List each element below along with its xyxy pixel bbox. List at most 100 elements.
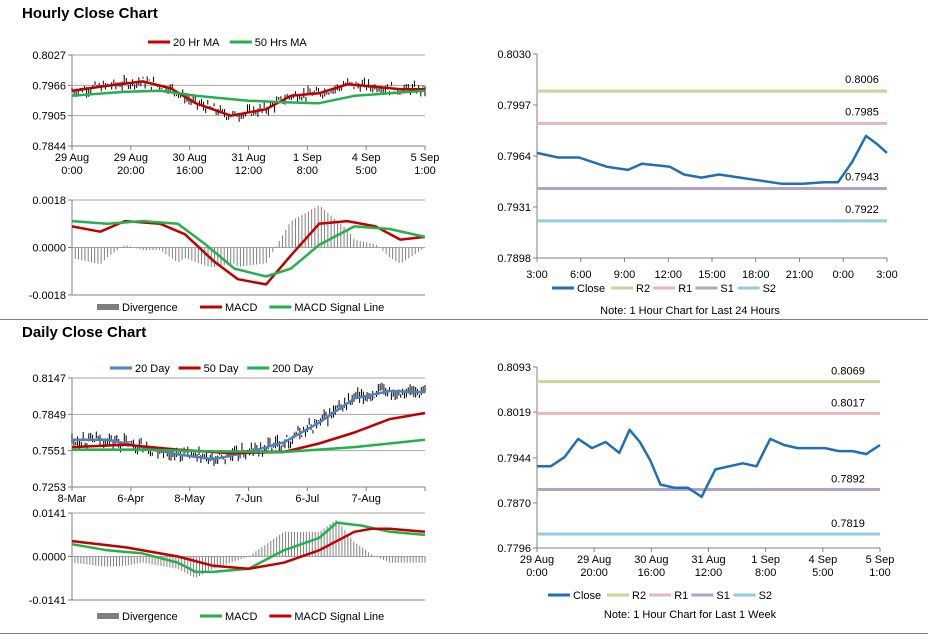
hourly-price-legend-label: 20 Hr MA bbox=[173, 37, 220, 49]
daily-macd-legend-label: Divergence bbox=[122, 611, 178, 623]
hourly-r1-value-label: 0.7985 bbox=[845, 107, 879, 119]
daily-levels-x-tick-label: 20:00 bbox=[580, 567, 608, 579]
hourly-20hr-ma-line bbox=[71, 80, 425, 117]
daily-levels-x-tick-label: 30 Aug bbox=[634, 554, 668, 566]
hourly-macd-signal-line bbox=[71, 219, 426, 278]
daily-macd-y-tick-label: 0.0141 bbox=[32, 508, 66, 520]
daily-200-day-line bbox=[72, 438, 426, 454]
daily-price-y-tick-label: 0.7551 bbox=[32, 446, 66, 458]
daily-levels-legend-label: S1 bbox=[716, 590, 729, 602]
daily-r2-value-label: 0.8069 bbox=[831, 366, 865, 378]
hourly-price-x-tick-label: 12:00 bbox=[235, 165, 263, 177]
hourly-levels-y-tick-label: 0.8030 bbox=[497, 49, 531, 61]
hourly-macd-legend-label: MACD Signal Line bbox=[294, 302, 384, 314]
hourly-50hrs-ma-line bbox=[71, 89, 426, 105]
daily-levels-legend-label: Close bbox=[573, 590, 601, 602]
daily-levels-legend-label: S2 bbox=[759, 590, 772, 602]
hourly-macd-legend-label: MACD bbox=[225, 302, 257, 314]
hourly-price-x-tick-label: 5 Sep bbox=[411, 152, 440, 164]
hourly-price-x-tick-label: 20:00 bbox=[117, 165, 145, 177]
hourly-levels-x-tick-label: 3:00 bbox=[876, 269, 897, 281]
hourly-levels-legend-label: Close bbox=[577, 283, 605, 295]
daily-price-y-tick-label: 0.8147 bbox=[32, 373, 66, 385]
daily-levels-legend-label: R2 bbox=[632, 590, 646, 602]
daily-levels-legend-label: R1 bbox=[674, 590, 688, 602]
hourly-price-y-tick-label: 0.7966 bbox=[32, 80, 66, 92]
daily-macd-y-tick-label: -0.0141 bbox=[29, 595, 66, 607]
hourly-levels-x-tick-label: 6:00 bbox=[570, 269, 591, 281]
bottom-divider bbox=[0, 633, 928, 634]
hourly-price-x-tick-label: 31 Aug bbox=[231, 152, 265, 164]
daily-50-day-line bbox=[71, 411, 426, 455]
daily-r1-value-label: 0.8017 bbox=[831, 397, 865, 409]
hourly-levels-x-tick-label: 3:00 bbox=[526, 269, 547, 281]
hourly-levels-legend-label: R1 bbox=[678, 283, 692, 295]
daily-levels-note: Note: 1 Hour Chart for Last 1 Week bbox=[604, 609, 777, 621]
hourly-macd-line bbox=[71, 219, 426, 286]
section-divider bbox=[0, 319, 928, 320]
daily-levels-x-tick-label: 5:00 bbox=[812, 567, 833, 579]
daily-macd-legend-swatch bbox=[97, 613, 119, 619]
daily-chart-title: Daily Close Chart bbox=[22, 324, 147, 341]
daily-price-y-tick-label: 0.7253 bbox=[32, 482, 66, 494]
hourly-levels-x-tick-label: 15:00 bbox=[698, 269, 726, 281]
daily-levels-y-tick-label: 0.7944 bbox=[497, 453, 531, 465]
hourly-chart-title: Hourly Close Chart bbox=[22, 5, 158, 22]
daily-price-x-tick-label: 6-Apr bbox=[117, 493, 144, 505]
hourly-price-x-tick-label: 8:00 bbox=[297, 165, 318, 177]
daily-levels-x-tick-label: 16:00 bbox=[638, 567, 666, 579]
hourly-macd-y-tick-label: -0.0018 bbox=[29, 290, 66, 302]
hourly-close-line bbox=[536, 134, 888, 186]
hourly-levels-legend-label: S1 bbox=[720, 283, 733, 295]
hourly-levels-x-tick-label: 0:00 bbox=[833, 269, 854, 281]
daily-macd-signal-line bbox=[71, 527, 426, 571]
daily-price-x-tick-label: 7-Jun bbox=[235, 493, 263, 505]
daily-levels-y-tick-label: 0.8093 bbox=[497, 362, 531, 374]
daily-levels-x-tick-label: 29 Aug bbox=[520, 554, 554, 566]
hourly-r2-value-label: 0.8006 bbox=[845, 74, 879, 86]
hourly-price-x-tick-label: 5:00 bbox=[355, 165, 376, 177]
hourly-levels-x-tick-label: 18:00 bbox=[742, 269, 770, 281]
daily-s1-value-label: 0.7892 bbox=[831, 473, 865, 485]
daily-levels-x-tick-label: 12:00 bbox=[695, 567, 723, 579]
hourly-price-x-tick-label: 4 Sep bbox=[352, 152, 381, 164]
hourly-price-y-tick-label: 0.7905 bbox=[32, 111, 66, 123]
daily-levels-x-tick-label: 29 Aug bbox=[577, 554, 611, 566]
hourly-macd-y-tick-label: 0.0018 bbox=[32, 195, 66, 207]
hourly-macd-legend-swatch bbox=[97, 304, 119, 310]
hourly-price-x-tick-label: 0:00 bbox=[61, 165, 82, 177]
daily-levels-y-tick-label: 0.7870 bbox=[497, 498, 531, 510]
hourly-levels-note: Note: 1 Hour Chart for Last 24 Hours bbox=[600, 305, 780, 317]
hourly-price-y-tick-label: 0.8027 bbox=[32, 50, 66, 62]
daily-levels-x-tick-label: 4 Sep bbox=[808, 554, 837, 566]
hourly-levels-y-tick-label: 0.7964 bbox=[497, 151, 531, 163]
daily-price-x-tick-label: 8-Mar bbox=[58, 493, 87, 505]
hourly-price-x-tick-label: 29 Aug bbox=[55, 152, 89, 164]
daily-macd-legend-label: MACD Signal Line bbox=[294, 611, 384, 623]
daily-levels-x-tick-label: 0:00 bbox=[526, 567, 547, 579]
daily-levels-x-tick-label: 8:00 bbox=[755, 567, 776, 579]
hourly-s1-value-label: 0.7943 bbox=[845, 171, 879, 183]
hourly-price-x-tick-label: 1 Sep bbox=[293, 152, 322, 164]
daily-s2-value-label: 0.7819 bbox=[831, 518, 865, 530]
hourly-levels-x-tick-label: 12:00 bbox=[654, 269, 682, 281]
hourly-levels-legend-label: S2 bbox=[763, 283, 776, 295]
hourly-levels-y-tick-label: 0.7931 bbox=[497, 202, 531, 214]
hourly-levels-legend-label: R2 bbox=[636, 283, 650, 295]
daily-levels-x-tick-label: 31 Aug bbox=[691, 554, 725, 566]
daily-levels-x-tick-label: 1:00 bbox=[869, 567, 890, 579]
hourly-levels-x-tick-label: 21:00 bbox=[786, 269, 814, 281]
hourly-price-y-tick-label: 0.7844 bbox=[32, 141, 66, 153]
hourly-price-legend-label: 50 Hrs MA bbox=[255, 37, 308, 49]
daily-price-legend-label: 200 Day bbox=[272, 363, 313, 375]
daily-price-y-tick-label: 0.7849 bbox=[32, 409, 66, 421]
hourly-price-x-tick-label: 16:00 bbox=[176, 165, 204, 177]
daily-price-x-tick-label: 8-May bbox=[174, 493, 205, 505]
daily-macd-legend-label: MACD bbox=[225, 611, 257, 623]
daily-levels-x-tick-label: 1 Sep bbox=[751, 554, 780, 566]
daily-levels-x-tick-label: 5 Sep bbox=[866, 554, 895, 566]
daily-price-legend-label: 20 Day bbox=[135, 363, 170, 375]
hourly-levels-y-tick-label: 0.7997 bbox=[497, 100, 531, 112]
hourly-macd-legend-label: Divergence bbox=[122, 302, 178, 314]
